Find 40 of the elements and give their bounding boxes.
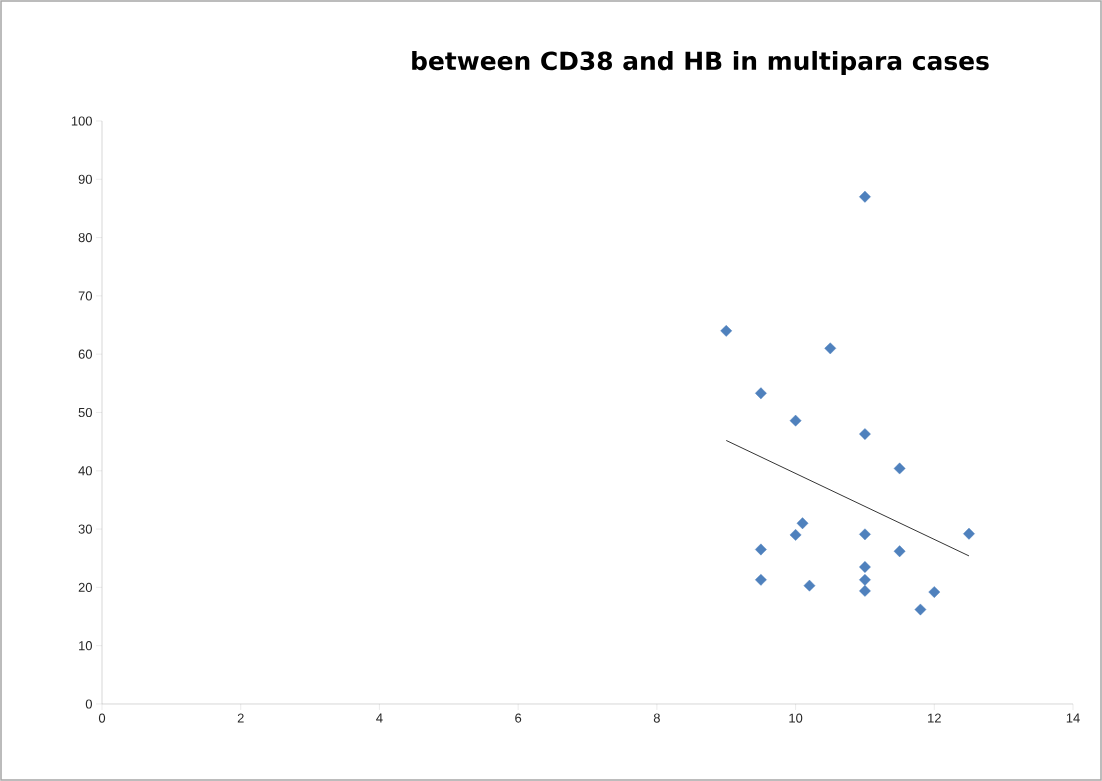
- point: [963, 527, 975, 540]
- y-tick-label: 100: [71, 116, 92, 126]
- point: [859, 190, 871, 203]
- point: [914, 603, 927, 616]
- chart-title: between CD38 and HB in multipara cases: [412, 50, 989, 76]
- y-tick-label: 0: [85, 699, 92, 709]
- point: [859, 561, 871, 573]
- x-tick-label: 14: [1066, 713, 1080, 723]
- point: [859, 528, 871, 541]
- point: [893, 462, 906, 475]
- x-tick-label: 12: [928, 713, 941, 723]
- y-tick-label: 40: [78, 466, 92, 476]
- y-tick-label: 60: [78, 349, 92, 359]
- point: [755, 387, 767, 400]
- point: [859, 585, 871, 597]
- point: [893, 545, 906, 558]
- y-tick-label: 30: [78, 524, 92, 534]
- point: [789, 414, 802, 427]
- x-tick-label: 0: [98, 713, 106, 723]
- y-tick-label: 70: [78, 291, 92, 301]
- point: [859, 428, 871, 440]
- x-tick-label: 6: [515, 713, 522, 723]
- point: [928, 586, 941, 598]
- point: [720, 325, 733, 337]
- y-tick-label: 80: [78, 232, 92, 243]
- y-tick-label: 50: [78, 407, 92, 418]
- point: [789, 529, 802, 541]
- point: [859, 573, 871, 586]
- y-tick-label: 90: [78, 174, 92, 184]
- x-tick-label: 8: [653, 713, 660, 723]
- y-tick-label: 20: [78, 582, 92, 592]
- x-tick-label: 10: [789, 713, 803, 723]
- y-tick-label: 10: [79, 641, 92, 651]
- point: [824, 342, 837, 355]
- point: [803, 579, 816, 592]
- point: [796, 517, 809, 530]
- point: [755, 573, 767, 586]
- x-tick-label: 4: [376, 713, 383, 723]
- x-tick-label: 2: [237, 713, 244, 723]
- point: [755, 543, 767, 556]
